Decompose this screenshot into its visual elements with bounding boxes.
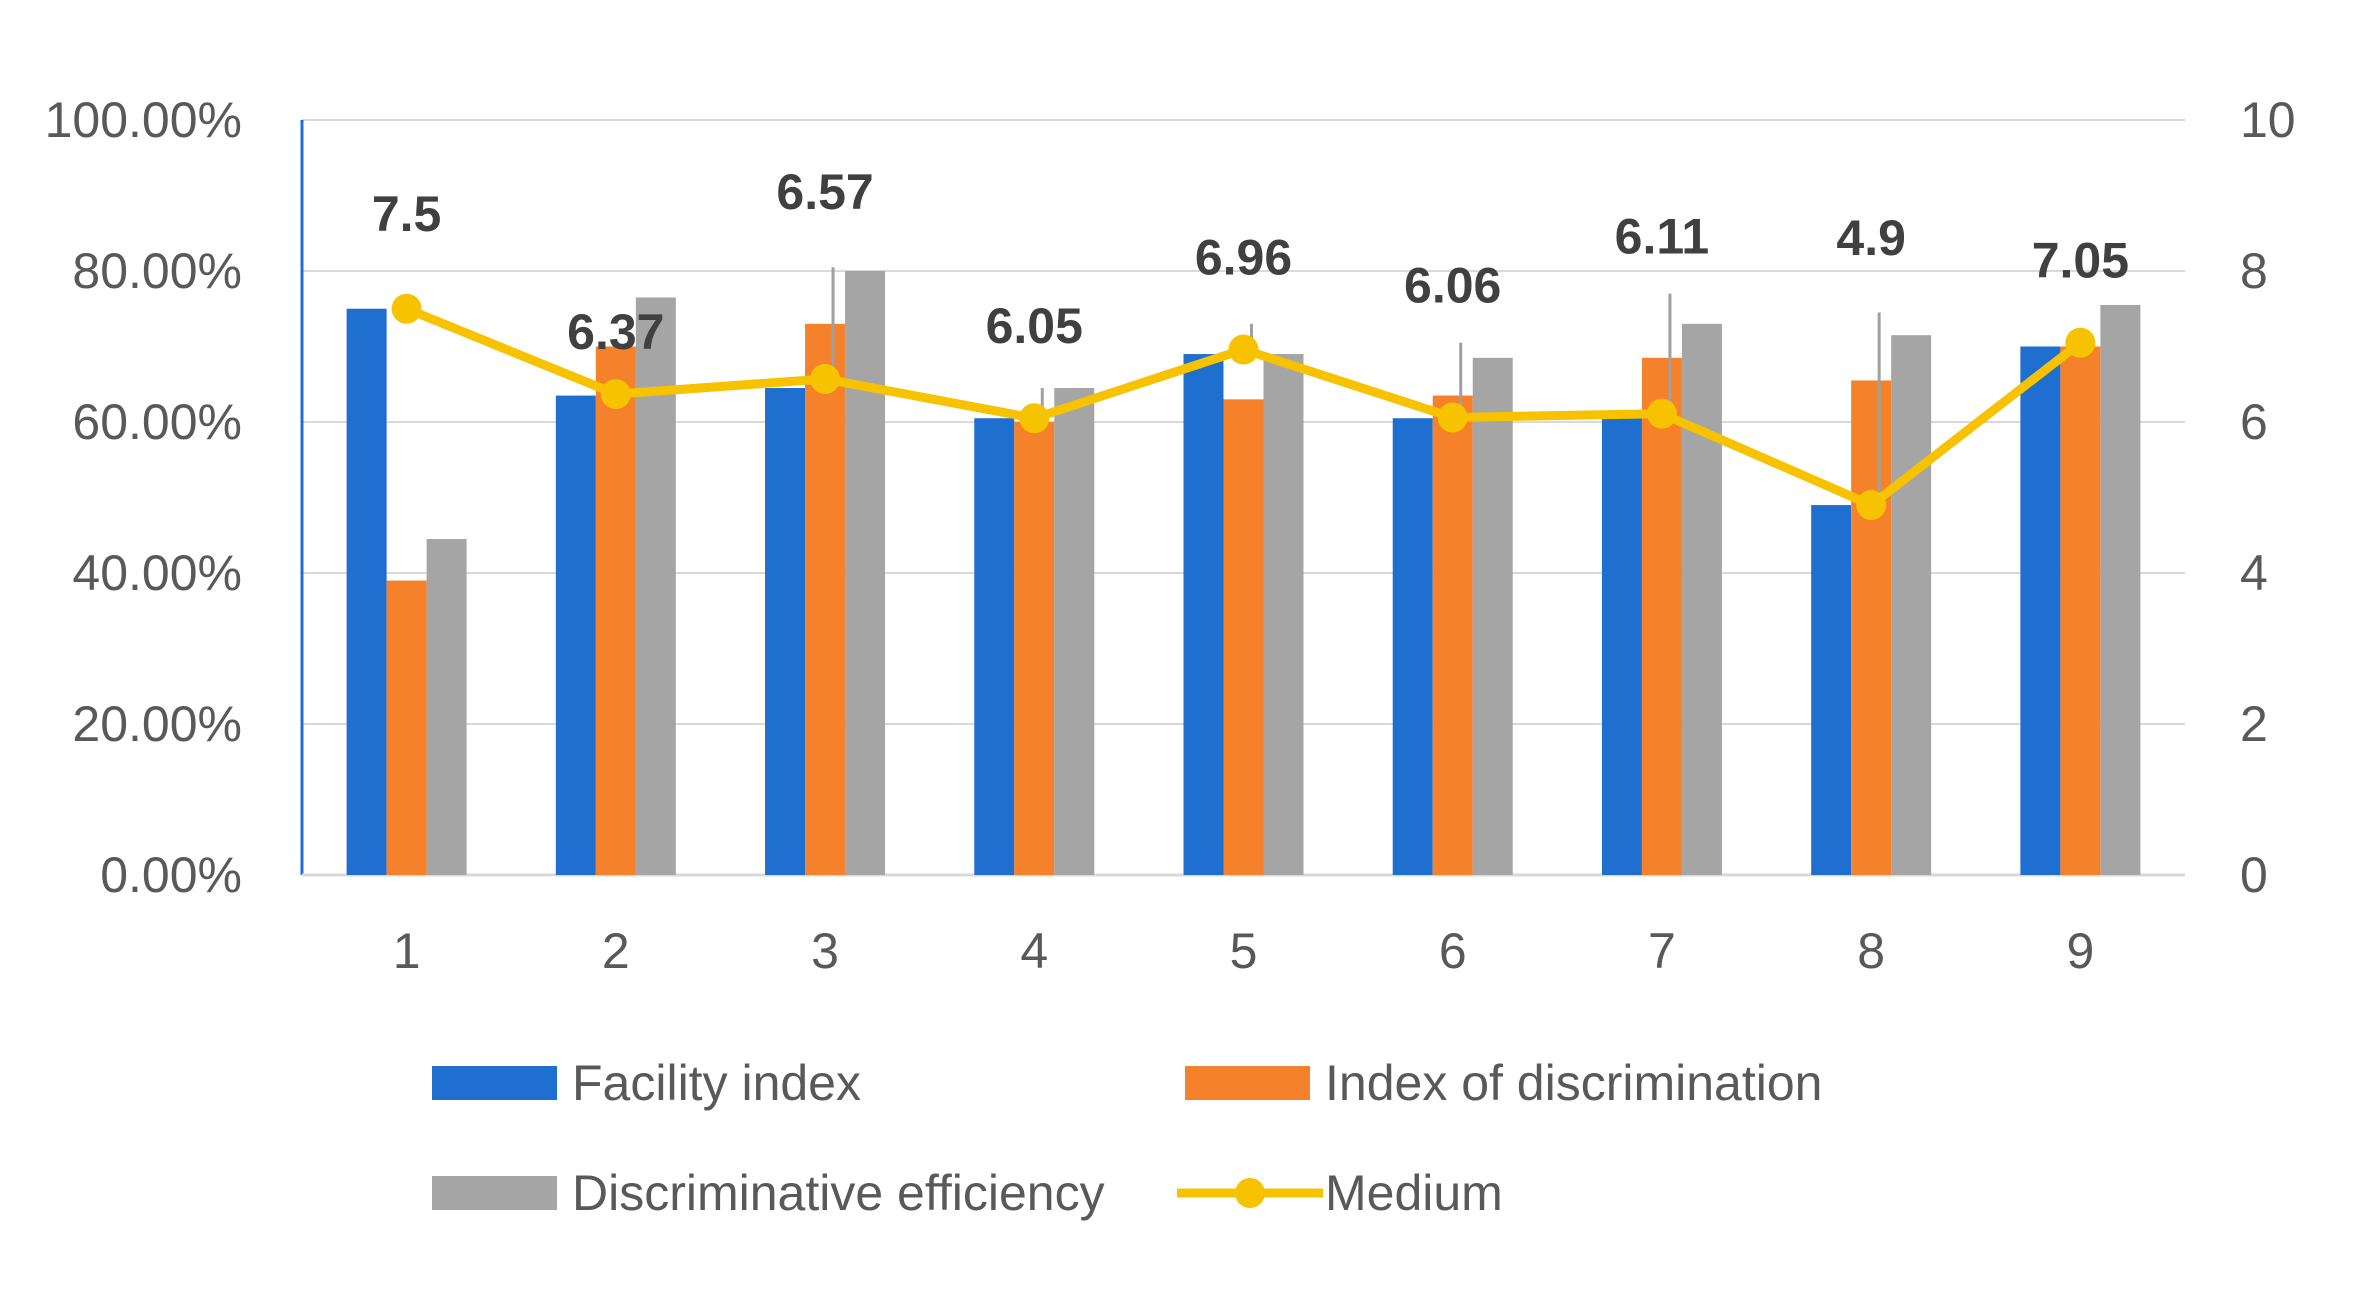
bar-discriminative-efficiency: [426, 539, 467, 875]
medium-data-label: 6.96: [1195, 230, 1292, 286]
medium-data-label: 6.06: [1404, 257, 1501, 313]
y-left-tick-label: 80.00%: [72, 243, 242, 299]
y-left-tick-label: 100.00%: [45, 92, 242, 148]
bar-facility-index: [765, 388, 806, 875]
medium-marker: [2065, 327, 2096, 358]
bar-facility-index: [1183, 354, 1224, 875]
bar-discriminative-efficiency: [845, 271, 886, 875]
legend-label: Discriminative efficiency: [572, 1165, 1105, 1221]
y-right-tick-label: 2: [2240, 696, 2268, 752]
x-tick-label: 2: [602, 923, 630, 979]
bar-discriminative-efficiency: [2100, 304, 2141, 876]
bars: [346, 271, 2141, 876]
bar-discriminative-efficiency: [635, 297, 676, 875]
error-bars: [831, 267, 1881, 506]
medium-data-label: 4.9: [1836, 210, 1906, 266]
bar-facility-index: [1601, 410, 1642, 875]
medium-marker: [1228, 334, 1259, 365]
medium-data-label: 6.05: [986, 298, 1083, 354]
medium-marker: [1437, 402, 1468, 433]
bar-index-of-discrimination: [2060, 346, 2101, 875]
x-tick-label: 6: [1439, 923, 1467, 979]
bar-discriminative-efficiency: [1054, 388, 1095, 875]
x-tick-label: 8: [1857, 923, 1885, 979]
axes: 0.00% 20.00% 40.00% 60.00% 80.00% 100.00% 0 2 4 6…: [45, 92, 2296, 979]
medium-marker: [1646, 398, 1677, 429]
x-tick-label: 3: [811, 923, 839, 979]
legend-marker: [1235, 1178, 1265, 1208]
y-right-tick-label: 8: [2240, 243, 2268, 299]
y-right-tick-label: 10: [2240, 92, 2296, 148]
bar-facility-index: [555, 395, 596, 875]
x-tick-label: 1: [393, 923, 421, 979]
legend-swatch: [1185, 1066, 1310, 1100]
bar-discriminative-efficiency: [1263, 354, 1304, 875]
y-right-tick-label: 0: [2240, 847, 2268, 903]
y-right-tick-label: 6: [2240, 394, 2268, 450]
bar-index-of-discrimination: [1851, 380, 1892, 875]
legend-swatch: [432, 1066, 557, 1100]
medium-data-label: 6.11: [1615, 209, 1710, 265]
x-tick-label: 9: [2066, 923, 2094, 979]
bar-facility-index: [2020, 346, 2061, 875]
y-right-tick-label: 4: [2240, 545, 2268, 601]
legend-swatch: [432, 1176, 557, 1210]
medium-data-label: 7.5: [372, 186, 442, 242]
bar-index-of-discrimination: [1014, 422, 1055, 875]
bar-index-of-discrimination: [1432, 395, 1473, 875]
medium-marker: [600, 379, 631, 410]
x-tick-label: 7: [1648, 923, 1676, 979]
bar-index-of-discrimination: [1223, 399, 1264, 875]
bar-facility-index: [346, 308, 387, 875]
medium-marker: [1856, 490, 1887, 521]
medium-data-label: 7.05: [2032, 233, 2129, 289]
medium-marker: [1019, 403, 1050, 434]
x-tick-label: 4: [1020, 923, 1048, 979]
bar-index-of-discrimination: [595, 346, 636, 875]
legend: Facility index Index of discrimination Dis…: [432, 1055, 1822, 1221]
medium-marker: [391, 293, 422, 324]
bar-index-of-discrimination: [1641, 357, 1682, 875]
data-labels: 7.5 6.37 6.57 6.05 6.96 6.06 6.11 4.9 7.05: [372, 164, 2129, 360]
bar-facility-index: [1811, 505, 1852, 875]
y-left-tick-label: 20.00%: [72, 696, 242, 752]
legend-label: Index of discrimination: [1325, 1055, 1822, 1111]
bar-discriminative-efficiency: [1891, 335, 1932, 875]
bar-discriminative-efficiency: [1472, 357, 1513, 875]
medium-data-label: 6.37: [567, 304, 664, 360]
y-left-tick-label: 40.00%: [72, 545, 242, 601]
legend-label: Facility index: [572, 1055, 861, 1111]
y-left-tick-label: 60.00%: [72, 394, 242, 450]
bar-facility-index: [974, 418, 1015, 875]
medium-line: [391, 293, 2096, 521]
bar-index-of-discrimination: [386, 580, 427, 875]
legend-label: Medium: [1325, 1165, 1503, 1221]
y-left-tick-label: 0.00%: [100, 847, 242, 903]
bar-index-of-discrimination: [805, 323, 846, 876]
medium-marker: [810, 363, 841, 394]
bar-discriminative-efficiency: [1681, 323, 1722, 876]
bar-facility-index: [1392, 418, 1433, 875]
medium-data-label: 6.57: [776, 164, 873, 220]
x-tick-label: 5: [1230, 923, 1258, 979]
